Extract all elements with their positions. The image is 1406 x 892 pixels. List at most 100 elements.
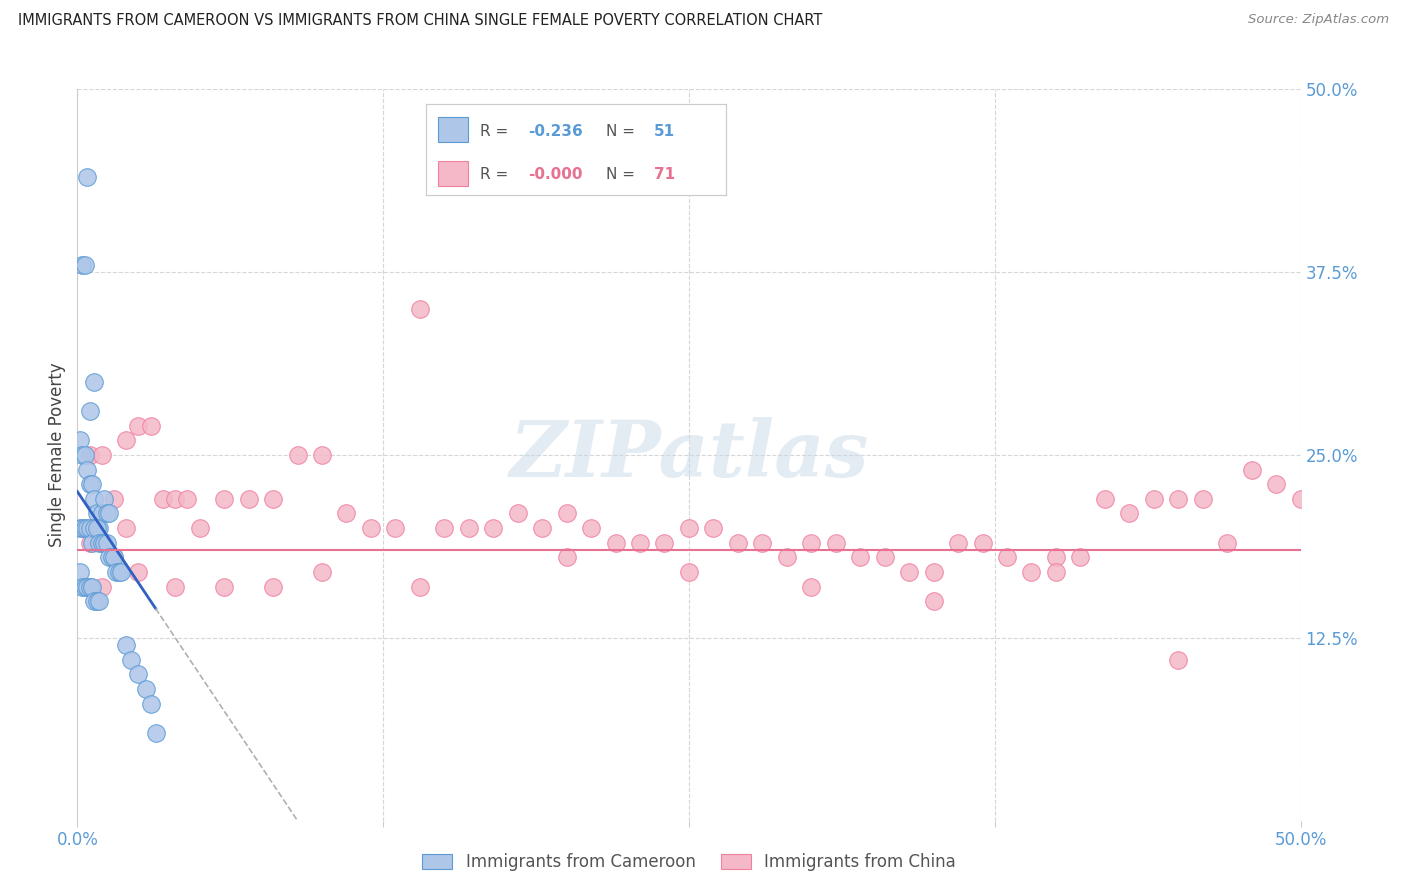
Point xyxy=(751,535,773,549)
Point xyxy=(86,594,108,608)
Point xyxy=(69,565,91,579)
Point xyxy=(80,535,103,549)
Point xyxy=(103,550,125,565)
Point xyxy=(1021,565,1043,579)
Point xyxy=(922,594,945,608)
Point xyxy=(89,535,111,549)
Point xyxy=(702,521,724,535)
Point xyxy=(76,521,98,535)
Point xyxy=(115,638,138,652)
Point xyxy=(83,521,105,535)
Point xyxy=(800,580,823,594)
Point xyxy=(73,580,96,594)
Point xyxy=(96,507,118,521)
Point xyxy=(103,491,125,506)
Point xyxy=(678,521,700,535)
Text: ZIPatlas: ZIPatlas xyxy=(509,417,869,493)
Point xyxy=(79,404,101,418)
Point xyxy=(89,521,111,535)
Point xyxy=(90,580,112,594)
Point xyxy=(83,594,105,608)
Point xyxy=(110,565,132,579)
Point xyxy=(70,258,93,272)
Point xyxy=(128,565,150,579)
Point xyxy=(165,580,187,594)
Legend: Immigrants from Cameroon, Immigrants from China: Immigrants from Cameroon, Immigrants fro… xyxy=(416,847,962,878)
Point xyxy=(1045,565,1067,579)
Point xyxy=(1118,507,1140,521)
Point xyxy=(139,697,162,711)
Point xyxy=(605,535,627,549)
Point xyxy=(80,580,103,594)
Point xyxy=(262,580,284,594)
Point xyxy=(654,535,676,549)
Point xyxy=(93,535,115,549)
Point xyxy=(70,521,93,535)
Point xyxy=(1216,535,1239,549)
Point xyxy=(727,535,749,549)
Point xyxy=(79,477,101,491)
Point xyxy=(1094,491,1116,506)
Point xyxy=(73,521,96,535)
Point xyxy=(1143,491,1166,506)
Point xyxy=(922,565,945,579)
Point xyxy=(849,550,872,565)
Point xyxy=(176,491,198,506)
Point xyxy=(98,507,121,521)
Point xyxy=(103,550,125,565)
Point xyxy=(1265,477,1288,491)
Point xyxy=(946,535,969,549)
Point xyxy=(531,521,554,535)
Point xyxy=(96,535,118,549)
Point xyxy=(80,477,103,491)
Point xyxy=(678,565,700,579)
Point xyxy=(212,491,235,506)
Point xyxy=(115,521,138,535)
Point xyxy=(79,521,101,535)
Point xyxy=(1240,462,1263,476)
Point xyxy=(139,418,162,433)
Point xyxy=(145,726,167,740)
Point xyxy=(128,418,150,433)
Point xyxy=(384,521,406,535)
Point xyxy=(1167,491,1189,506)
Point xyxy=(287,448,309,462)
Point xyxy=(79,535,101,549)
Point xyxy=(76,462,98,476)
Point xyxy=(1045,550,1067,565)
Point xyxy=(89,594,111,608)
Point xyxy=(335,507,357,521)
Point xyxy=(83,491,105,506)
Point xyxy=(800,535,823,549)
Point xyxy=(262,491,284,506)
Point xyxy=(238,491,260,506)
Point xyxy=(70,580,93,594)
Point xyxy=(457,521,479,535)
Point xyxy=(128,667,150,681)
Point xyxy=(79,580,101,594)
Point xyxy=(506,507,529,521)
Point xyxy=(1289,491,1312,506)
Point xyxy=(105,565,128,579)
Point xyxy=(73,448,96,462)
Point xyxy=(898,565,921,579)
Point xyxy=(79,448,101,462)
Point xyxy=(86,507,108,521)
Point xyxy=(482,521,505,535)
Point xyxy=(76,580,98,594)
Point xyxy=(135,681,157,696)
Point xyxy=(152,491,174,506)
Point xyxy=(120,653,142,667)
Point xyxy=(628,535,651,549)
Point xyxy=(90,448,112,462)
Point xyxy=(311,565,333,579)
Point xyxy=(311,448,333,462)
Point xyxy=(188,521,211,535)
Point xyxy=(165,491,187,506)
Point xyxy=(108,565,131,579)
Point xyxy=(90,507,112,521)
Point xyxy=(93,491,115,506)
Point xyxy=(86,521,108,535)
Point xyxy=(433,521,456,535)
Point xyxy=(115,434,138,448)
